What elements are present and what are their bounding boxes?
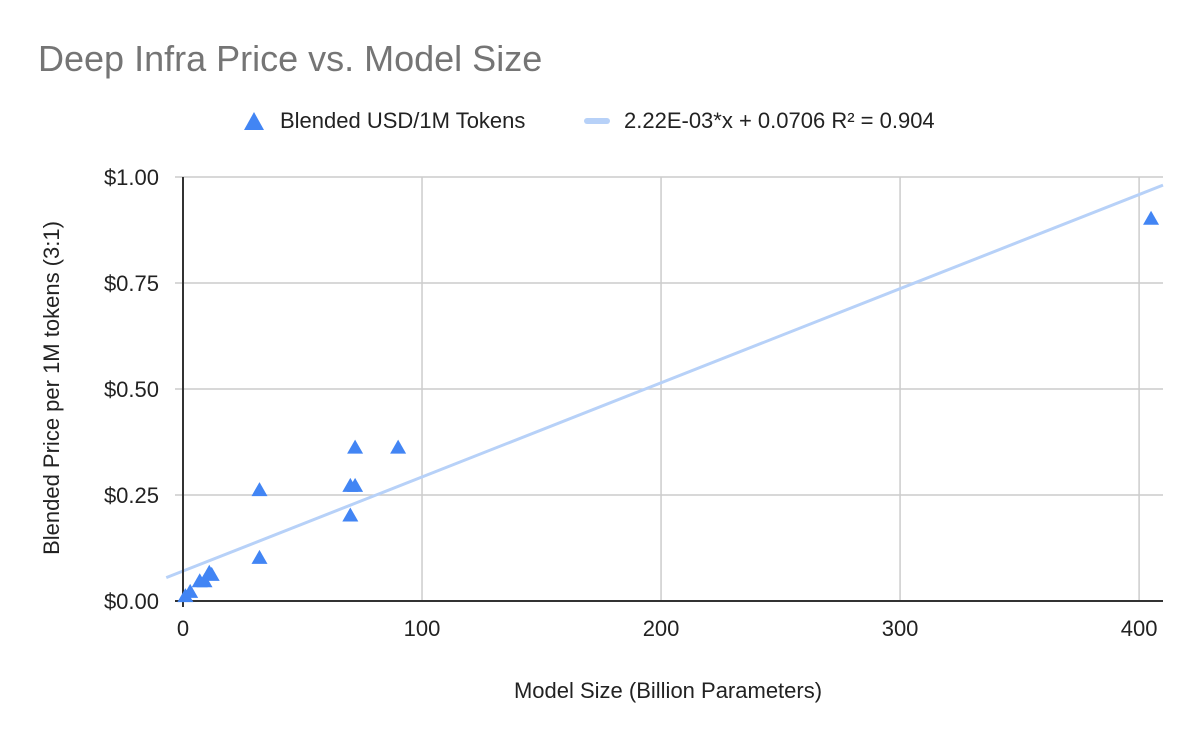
legend-item-scatter: Blended USD/1M Tokens: [242, 108, 525, 134]
chart-legend: Blended USD/1M Tokens 2.22E-03*x + 0.070…: [0, 108, 1200, 142]
y-tick-label: $0.25: [104, 483, 159, 508]
x-tick-label: 400: [1121, 616, 1158, 641]
data-point-triangle: [347, 477, 364, 492]
legend-label-trendline: 2.22E-03*x + 0.0706 R² = 0.904: [624, 108, 935, 133]
data-point-triangle: [390, 439, 407, 454]
triangle-marker-icon: [244, 112, 264, 130]
x-tick-label: 200: [643, 616, 680, 641]
trendline: [165, 183, 1164, 580]
legend-label-scatter: Blended USD/1M Tokens: [280, 108, 526, 133]
data-point-triangle: [203, 566, 220, 581]
x-tick-label: 0: [177, 616, 189, 641]
y-tick-label: $0.00: [104, 589, 159, 614]
data-point-triangle: [342, 507, 359, 522]
legend-item-trendline: 2.22E-03*x + 0.0706 R² = 0.904: [584, 108, 935, 134]
data-point-triangle: [251, 482, 268, 497]
y-tick-label: $1.00: [104, 165, 159, 190]
x-tick-label: 100: [404, 616, 441, 641]
chart-title: Deep Infra Price vs. Model Size: [38, 38, 543, 79]
x-axis-label: Model Size (Billion Parameters): [513, 678, 823, 703]
x-tick-label: 300: [882, 616, 919, 641]
trendline-swatch-icon: [584, 118, 610, 124]
data-point-triangle: [251, 549, 268, 564]
data-point-triangle: [347, 439, 364, 454]
data-point-triangle: [182, 583, 199, 598]
data-point-triangle: [1143, 210, 1160, 225]
y-tick-label: $0.75: [104, 271, 159, 296]
y-tick-label: $0.50: [104, 377, 159, 402]
